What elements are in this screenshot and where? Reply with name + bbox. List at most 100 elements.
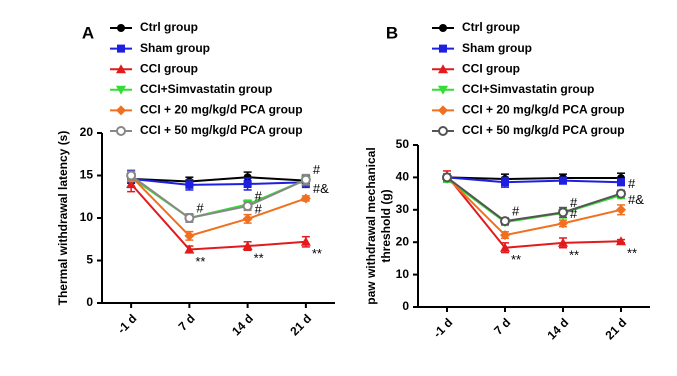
significance-label: #& (313, 181, 329, 196)
legend-marker (438, 126, 448, 136)
point (500, 230, 510, 241)
legend-marker (439, 44, 447, 53)
significance-label: ** (569, 247, 579, 262)
point (184, 244, 195, 254)
y-tick-label: 10 (80, 210, 94, 224)
series-line (130, 175, 307, 237)
y-axis-label: paw withdrawal mechanical (364, 147, 378, 304)
y-tick-label: 50 (396, 137, 410, 151)
point (242, 241, 253, 251)
significance-label: # (570, 206, 578, 221)
y-tick-label: 0 (402, 299, 409, 313)
panel-letter: B (386, 23, 398, 42)
point (442, 172, 452, 183)
y-tick-label: 10 (396, 267, 410, 281)
legend-label: CCI + 50 mg/kg/d PCA group (462, 123, 625, 137)
legend-label: CCI+Simvastatin group (462, 82, 594, 96)
legend-label: Ctrl group (140, 20, 198, 34)
point (558, 237, 568, 247)
point (559, 176, 567, 185)
point (242, 213, 253, 224)
point (185, 180, 194, 189)
legend-label: CCI + 20 mg/kg/d PCA group (462, 103, 625, 117)
legend-marker (116, 126, 126, 136)
y-tick-label: 5 (86, 253, 93, 267)
x-tick-label: 14 d (229, 311, 256, 338)
legend-marker (116, 105, 126, 116)
y-tick-label: 15 (80, 168, 94, 182)
series-line (130, 174, 307, 220)
point (501, 178, 509, 187)
series-line (446, 176, 622, 223)
legend-marker (116, 85, 126, 95)
significance-label: #& (628, 192, 644, 207)
x-tick-label: 7 d (176, 311, 198, 333)
point (558, 218, 568, 229)
significance-label: ** (627, 246, 637, 261)
point (558, 207, 568, 218)
legend-label: CCI + 20 mg/kg/d PCA group (140, 103, 303, 117)
point (617, 178, 625, 187)
point (126, 170, 137, 181)
significance-label: # (255, 189, 263, 204)
x-tick-label: -1 d (430, 315, 455, 340)
x-tick-label: 21 d (602, 315, 629, 342)
point (243, 173, 252, 182)
point (616, 236, 626, 246)
series-line (446, 176, 621, 181)
point (300, 236, 311, 246)
series-line (131, 176, 306, 183)
legend-marker (439, 24, 447, 32)
legend-marker (117, 24, 125, 32)
legend-label: Ctrl group (462, 20, 520, 34)
legend-label: CCI+Simvastatin group (140, 82, 272, 96)
y-tick-label: 40 (396, 170, 410, 184)
point (300, 174, 311, 185)
point (616, 188, 626, 199)
point (616, 204, 626, 215)
significance-label: ** (511, 252, 521, 267)
legend-marker (438, 85, 448, 95)
x-tick-label: -1 d (114, 311, 139, 336)
significance-label: # (313, 162, 321, 177)
legend-label: Sham group (462, 41, 532, 55)
legend-label: Sham group (140, 41, 210, 55)
significance-label: # (196, 200, 204, 215)
legend-label: CCI group (140, 61, 198, 75)
point (126, 179, 137, 188)
legend-marker (117, 44, 125, 53)
point (243, 180, 252, 188)
point (184, 213, 195, 223)
legend-label: CCI group (462, 61, 520, 75)
significance-label: ** (254, 250, 264, 265)
y-axis-label: Thermal withdrawal latency (s) (56, 131, 70, 306)
series-line (446, 176, 622, 184)
point (184, 230, 195, 241)
significance-label: # (512, 204, 520, 219)
point (500, 242, 510, 252)
significance-label: # (255, 201, 263, 216)
legend-marker (438, 105, 448, 116)
y-tick-label: 30 (396, 202, 410, 216)
significance-label: ** (195, 254, 205, 269)
series-line (446, 176, 622, 237)
legend-label: CCI + 50 mg/kg/d PCA group (140, 123, 303, 137)
x-tick-label: 14 d (544, 315, 571, 342)
y-tick-label: 20 (80, 125, 94, 139)
significance-label: # (628, 176, 636, 191)
legend-marker (116, 64, 126, 74)
point (500, 216, 510, 227)
significance-label: # (570, 195, 578, 210)
series-line (130, 183, 306, 251)
significance-label: ** (312, 246, 322, 261)
point (242, 201, 253, 212)
y-tick-label: 20 (396, 234, 410, 248)
panel-letter: A (82, 23, 94, 42)
point (300, 193, 311, 204)
x-tick-label: 21 d (287, 311, 314, 338)
x-tick-label: 7 d (491, 315, 513, 337)
series-line (446, 175, 622, 249)
y-tick-label: 0 (86, 295, 93, 309)
series-line (131, 177, 306, 186)
